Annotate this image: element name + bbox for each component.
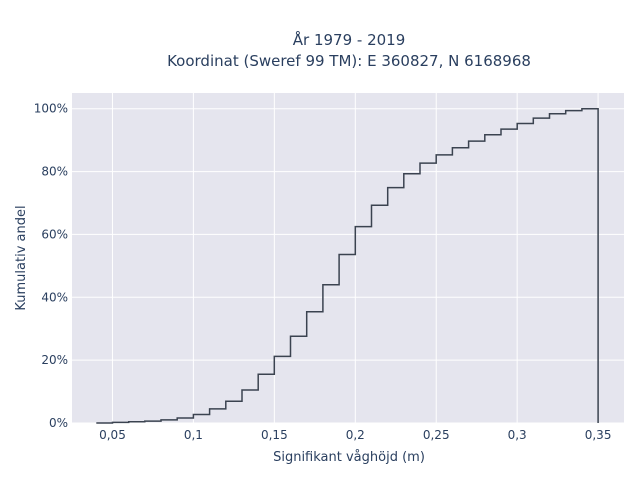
x-tick-label: 0,1: [184, 428, 203, 442]
x-tick-label: 0,2: [346, 428, 365, 442]
y-tick-label: 80%: [41, 165, 68, 179]
y-tick-label: 60%: [41, 227, 68, 241]
x-axis-label: Signifikant våghöjd (m): [273, 450, 425, 465]
plot-area: [72, 93, 624, 423]
chart-title: År 1979 - 2019: [293, 30, 406, 49]
x-tick-label: 0,3: [508, 428, 527, 442]
chart-subtitle: Koordinat (Sweref 99 TM): E 360827, N 61…: [167, 52, 531, 70]
x-tick-label: 0,05: [99, 428, 126, 442]
y-tick-label: 100%: [34, 102, 68, 116]
y-tick-label: 20%: [41, 353, 68, 367]
x-tick-label: 0,15: [261, 428, 288, 442]
grid: [72, 93, 624, 424]
y-tick-label: 0%: [49, 416, 68, 430]
y-axis-label: Kumulativ andel: [14, 205, 29, 310]
tick-labels: 0,05 0,1 0,15 0,2 0,25 0,3 0,35 0% 20% 40% 60% 80% 1…: [34, 102, 612, 442]
y-tick-label: 40%: [41, 290, 68, 304]
x-tick-label: 0,25: [423, 428, 450, 442]
x-tick-label: 0,35: [585, 428, 612, 442]
cumulative-step-line: [96, 107, 599, 424]
